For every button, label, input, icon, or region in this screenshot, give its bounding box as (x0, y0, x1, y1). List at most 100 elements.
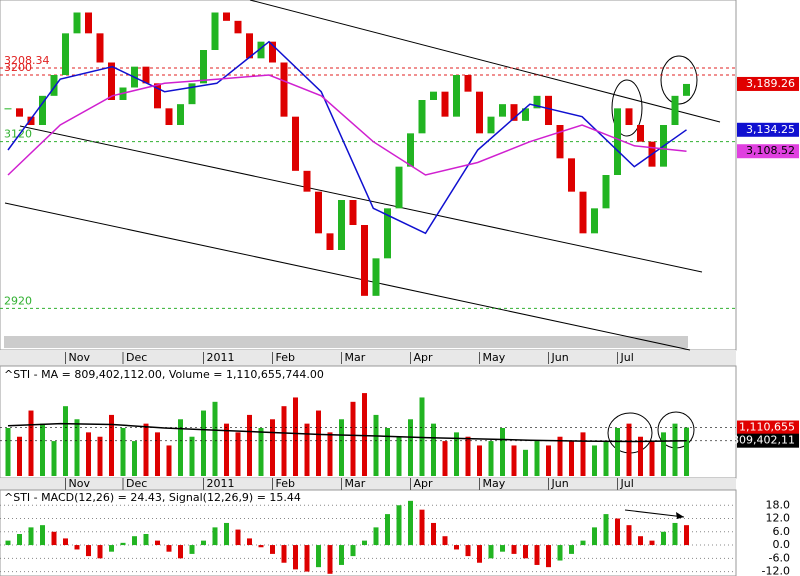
candle (625, 108, 633, 125)
bar (74, 419, 80, 476)
candle (4, 108, 12, 110)
y-tick-label: 18.0 (766, 498, 791, 511)
candle (39, 95, 46, 125)
bar (638, 436, 643, 476)
level-label: 3120 (4, 128, 32, 141)
bar (362, 540, 367, 546)
candle (384, 208, 391, 259)
candle (246, 33, 253, 59)
x-tick-label: Mar (345, 351, 366, 364)
bar (97, 436, 103, 476)
last-value-label: 3,134.25 (746, 123, 795, 136)
bar (166, 445, 172, 476)
arrow-head (676, 512, 684, 519)
x-tick-label: May (483, 351, 506, 364)
candle (602, 175, 610, 209)
candle (591, 208, 598, 234)
candle (453, 75, 460, 117)
candle (637, 125, 644, 142)
bar (293, 397, 298, 476)
bar (373, 527, 379, 546)
annotation-circle (611, 79, 643, 137)
bar (155, 540, 160, 546)
candle (326, 233, 334, 250)
bar (569, 545, 574, 554)
candle (223, 12, 230, 21)
bar (178, 545, 183, 559)
candle (338, 200, 345, 250)
bar (5, 540, 11, 546)
bar (649, 441, 655, 476)
bar (281, 406, 287, 476)
bar (672, 522, 678, 546)
bar (17, 436, 22, 476)
x-tick-label: Feb (276, 477, 295, 490)
candle (522, 108, 529, 121)
bar (86, 545, 91, 557)
annotation-arrow (624, 509, 685, 518)
bar (592, 445, 597, 476)
bar (51, 531, 57, 546)
date-strip (0, 478, 736, 490)
bar (258, 545, 264, 548)
candle (16, 108, 23, 117)
candle (464, 75, 472, 92)
bar (212, 401, 218, 476)
bar (109, 414, 114, 476)
bar (132, 536, 137, 546)
x-tick-label: Jul (620, 477, 634, 490)
bar (178, 419, 183, 476)
bar (454, 545, 459, 550)
bar (442, 441, 448, 476)
y-tick-label: 12.0 (766, 512, 791, 525)
candle (418, 100, 426, 134)
x-tick-label: 2011 (207, 477, 235, 490)
bar (120, 542, 126, 546)
bar (120, 428, 126, 476)
x-tick-label: Nov (69, 477, 91, 490)
bar (258, 428, 264, 476)
candle (533, 95, 541, 109)
level-label: 3208.34 (4, 54, 50, 67)
candle (315, 191, 322, 234)
x-tick-label: Jun (551, 477, 569, 490)
candle (499, 104, 506, 117)
bar (17, 534, 22, 546)
bar (281, 545, 287, 563)
bar (488, 545, 494, 559)
bar (511, 445, 517, 476)
bar (500, 545, 505, 552)
bar (166, 545, 172, 552)
bar (534, 441, 540, 476)
bar (212, 527, 218, 546)
last-value-box (737, 122, 799, 137)
last-value-label: 3,189.26 (746, 77, 795, 90)
bar (477, 545, 482, 563)
bar (546, 545, 551, 568)
bar (270, 545, 275, 554)
x-tick-label: Apr (414, 351, 434, 364)
x-tick-label: Jul (620, 351, 634, 364)
bar (28, 527, 34, 546)
candle (50, 75, 58, 96)
bar (661, 432, 666, 476)
bar (316, 545, 321, 568)
bar (649, 540, 655, 546)
bar (557, 545, 563, 561)
candle (188, 83, 196, 105)
bar (638, 536, 643, 546)
bar (672, 423, 678, 476)
y-tick-label: 6.0 (773, 525, 791, 538)
x-tick-label: Dec (126, 477, 147, 490)
last-value-box (737, 76, 799, 91)
bar (465, 545, 471, 557)
y-tick-label: -12.0 (762, 565, 790, 576)
bar (201, 540, 206, 546)
bar (580, 540, 586, 546)
candle (177, 104, 184, 125)
last-value-box (737, 144, 799, 159)
bar (373, 414, 379, 476)
bar (350, 545, 356, 557)
bar (339, 545, 344, 565)
